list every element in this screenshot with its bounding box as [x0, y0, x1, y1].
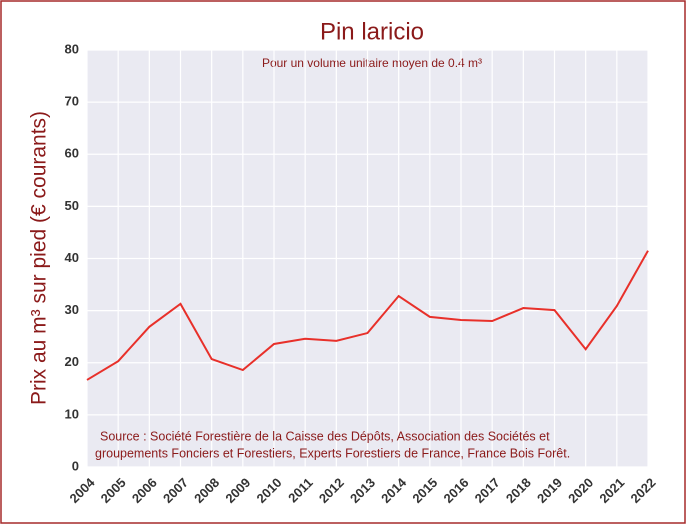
y-tick-label: 40 — [65, 250, 79, 265]
line — [86, 250, 649, 381]
y-tick-label: 30 — [65, 302, 79, 317]
y-tick-label: 10 — [65, 406, 79, 421]
annotation: groupements Fonciers et Forestiers, Expe… — [95, 446, 570, 460]
annotation: Source : Société Forestière de la Caisse… — [100, 429, 550, 443]
y-tick-label: 60 — [65, 146, 79, 161]
chart-title: Pin laricio — [320, 18, 424, 45]
subtitle: Pour un volume unitaire moyen de 0.4 m³ — [262, 56, 482, 70]
y-tick-label: 70 — [65, 94, 79, 109]
y-tick-label: 20 — [65, 354, 79, 369]
y-tick-label: 80 — [65, 41, 79, 56]
y-tick-label: 50 — [65, 198, 79, 213]
y-axis-label: Prix au m³ sur pied (€ courants) — [28, 111, 51, 405]
y-tick-label: 0 — [72, 458, 79, 473]
